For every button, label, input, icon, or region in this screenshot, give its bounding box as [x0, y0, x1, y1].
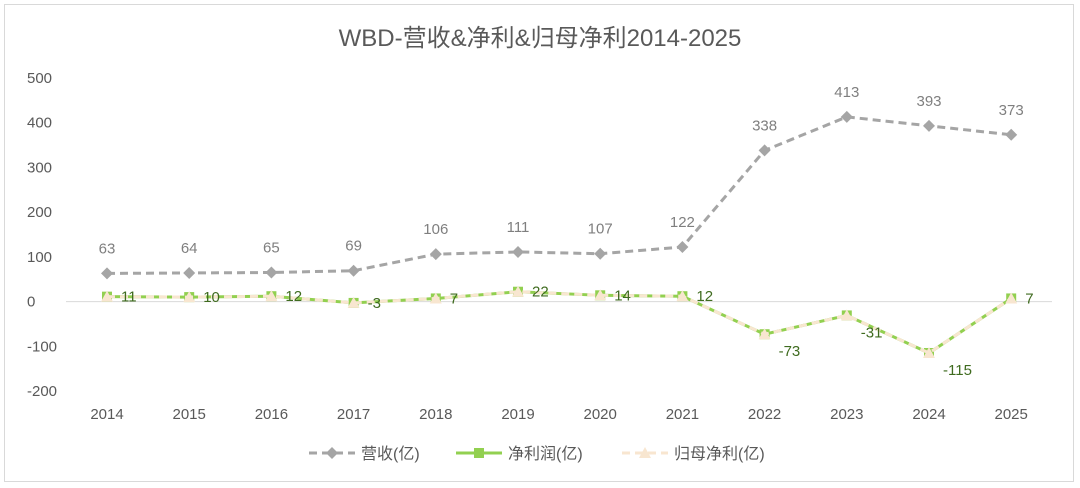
data-label-net-profit: 11	[121, 289, 137, 306]
x-tick-label: 2024	[912, 406, 945, 423]
data-label-net-profit: -31	[861, 324, 883, 341]
data-point-2	[429, 292, 442, 304]
data-point-2	[512, 285, 524, 297]
x-tick-label: 2015	[173, 406, 206, 423]
data-point-0	[512, 245, 524, 258]
x-tick-label: 2014	[90, 406, 123, 423]
data-point-2	[265, 290, 278, 302]
data-label-revenue: 69	[345, 238, 362, 255]
data-point-0	[594, 247, 607, 260]
x-tick-label: 2025	[995, 406, 1028, 423]
data-label-net-profit: 7	[450, 290, 458, 307]
chart-title: WBD-营收&净利&归母净利2014-2025	[338, 25, 742, 52]
data-label-revenue: 413	[834, 84, 859, 101]
data-label-net-profit: 12	[285, 288, 302, 305]
x-tick-label: 2019	[501, 406, 534, 423]
data-label-revenue: 338	[752, 117, 777, 134]
y-tick-label: -200	[27, 383, 57, 400]
y-tick-label: 500	[27, 70, 52, 87]
data-label-net-profit: 7	[1025, 290, 1033, 307]
data-label-revenue: 65	[263, 240, 280, 257]
data-point-2	[594, 289, 607, 301]
y-tick-label: 200	[27, 204, 52, 221]
legend-marker-0	[326, 447, 338, 459]
legend-label: 营收(亿)	[361, 445, 420, 463]
data-point-0	[265, 266, 278, 279]
data-point-0	[840, 110, 853, 123]
data-label-revenue: 64	[181, 240, 198, 257]
x-tick-label: 2017	[337, 406, 370, 423]
data-point-2	[840, 309, 853, 321]
data-label-net-profit: 10	[203, 289, 220, 306]
x-tick-label: 2022	[748, 406, 781, 423]
y-tick-label: 300	[27, 159, 52, 176]
data-label-net-profit: -3	[368, 295, 381, 312]
legend-marker-1	[474, 448, 484, 458]
data-point-0	[758, 144, 771, 157]
data-point-2	[676, 290, 689, 302]
data-label-revenue: 63	[99, 240, 116, 257]
x-tick-label: 2023	[830, 406, 863, 423]
data-label-revenue: 107	[588, 221, 613, 238]
data-point-2	[183, 291, 196, 303]
legend-label: 净利润(亿)	[508, 445, 583, 463]
series-line-1	[106, 290, 1013, 355]
data-label-revenue: 373	[999, 102, 1024, 119]
data-point-2	[347, 296, 360, 308]
legend-marker-2	[639, 447, 651, 458]
x-tick-label: 2021	[666, 406, 699, 423]
data-point-0	[923, 119, 935, 132]
y-tick-label: 0	[27, 294, 35, 311]
data-point-0	[101, 267, 113, 280]
data-point-2	[1005, 292, 1018, 304]
data-label-revenue: 106	[423, 221, 448, 238]
data-point-0	[183, 266, 196, 279]
data-label-net-profit: 12	[696, 288, 713, 305]
y-tick-label: 400	[27, 115, 52, 132]
series-line-0	[106, 115, 1012, 275]
y-tick-label: -100	[27, 338, 57, 355]
data-label-net-profit: -73	[779, 343, 801, 360]
legend-label: 归母净利(亿)	[674, 445, 765, 463]
data-point-0	[676, 241, 689, 254]
data-label-net-profit: 22	[532, 284, 549, 301]
data-label-net-profit: 14	[614, 287, 631, 304]
series-line-2	[106, 290, 1013, 355]
x-tick-label: 2018	[419, 406, 452, 423]
chart-frame	[4, 4, 1074, 482]
data-point-0	[347, 264, 360, 277]
x-tick-label: 2016	[255, 406, 288, 423]
y-tick-label: 100	[27, 249, 52, 266]
data-point-0	[429, 248, 442, 261]
data-label-revenue: 393	[916, 93, 941, 110]
data-label-revenue: 122	[670, 214, 695, 231]
data-label-revenue: 111	[507, 219, 530, 236]
data-point-2	[101, 290, 113, 302]
data-label-net-profit: -115	[943, 362, 972, 379]
data-point-2	[923, 346, 935, 358]
data-point-2	[758, 328, 771, 340]
data-point-0	[1005, 128, 1018, 141]
x-tick-label: 2020	[584, 406, 617, 423]
